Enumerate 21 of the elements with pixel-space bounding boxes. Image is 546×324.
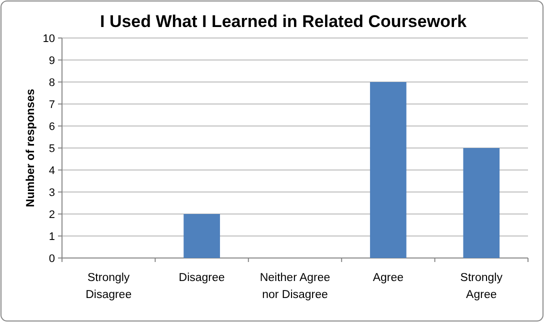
y-tick-label: 6 <box>48 120 55 133</box>
y-tick-label: 8 <box>48 76 55 89</box>
y-tick-label: 1 <box>48 230 55 243</box>
bar <box>463 148 500 258</box>
x-tick-label: Strongly Disagree <box>86 272 132 301</box>
x-tick-label: Strongly Agree <box>460 272 503 301</box>
bar <box>370 82 406 258</box>
y-tick-label: 4 <box>48 164 55 177</box>
x-tick-label: Disagree <box>178 272 225 284</box>
chart-title: I Used What I Learned in Related Coursework <box>100 12 468 31</box>
y-tick-label: 3 <box>48 186 55 199</box>
y-tick-label: 7 <box>48 98 55 111</box>
y-tick-label: 10 <box>42 32 55 45</box>
x-tick-label: Neither Agree nor Disagree <box>260 272 330 301</box>
y-tick-label: 2 <box>48 208 55 221</box>
y-axis-title: Number of responses <box>25 88 37 208</box>
x-tick-label: Agree <box>372 272 404 284</box>
y-tick-label: 5 <box>48 142 55 155</box>
y-tick-label: 9 <box>48 54 55 67</box>
y-tick-label: 0 <box>48 252 55 265</box>
bar <box>184 214 220 258</box>
